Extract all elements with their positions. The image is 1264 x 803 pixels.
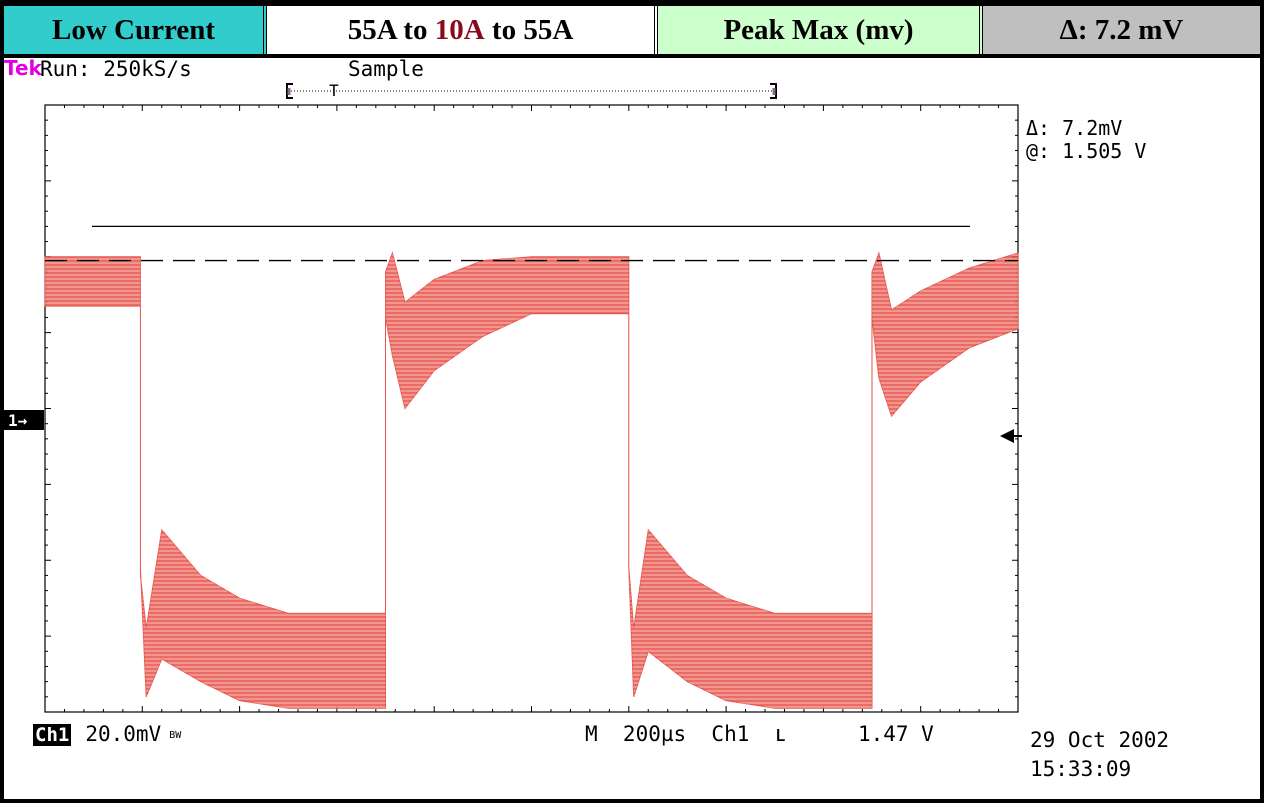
channel1-ground-marker: 1→ [4,410,44,430]
waveform-envelope [44,251,1019,709]
cursor-at-readout: @: 1.505 V [1026,139,1147,163]
trigger-position-marker: T [329,81,339,100]
header-table: Low Current 55A to 10A to 55A Peak Max (… [4,6,1260,58]
header-delta-cell: Δ: 7.2 mV [983,6,1260,54]
channel-status: Ch1 20.0mV BW [33,722,181,746]
time-text: 15:33:09 [1030,757,1132,781]
record-bracket-right [770,83,777,99]
channel1-marker-bg [4,410,44,430]
date-text: 29 Oct 2002 [1030,728,1170,752]
run-status: Run: 250kS/s [40,57,192,81]
acquire-mode: Sample [348,57,424,81]
channel-badge: Ch1 [33,724,72,746]
header-title: Low Current [52,13,215,46]
channel1-marker-label: 1→ [8,411,28,430]
header-range-mid: 10A [434,13,485,46]
tek-brand: Tek [4,56,42,80]
header-range-cell: 55A to 10A to 55A [267,6,658,54]
trigger-level-arrow [1000,429,1014,443]
header-range-suffix: to 55A [484,13,574,46]
header-range-prefix: 55A to [347,13,435,46]
cursor-readouts: Δ: 7.2mV @: 1.505 V [1026,117,1146,163]
bandwidth-limit-mark: BW [169,729,182,741]
trigger-level: 1.47 V [857,722,934,746]
record-bracket-left [286,83,293,99]
timebase-readout: M 200µs Ch1 ʟ [585,722,788,746]
timestamp: 29 Oct 2002 15:33:09 [1030,726,1169,784]
cursor-delta-readout: Δ: 7.2mV [1026,116,1123,140]
header-peak-label: Peak Max (mv) [723,13,914,46]
timebase-status: M 200µs Ch1 ʟ 1.47 V [585,722,934,746]
header-title-cell: Low Current [4,6,267,54]
header-peak-cell: Peak Max (mv) [658,6,983,54]
volts-per-div: 20.0mV [85,722,162,746]
header-delta-label: Δ: 7.2 mV [1059,13,1184,46]
